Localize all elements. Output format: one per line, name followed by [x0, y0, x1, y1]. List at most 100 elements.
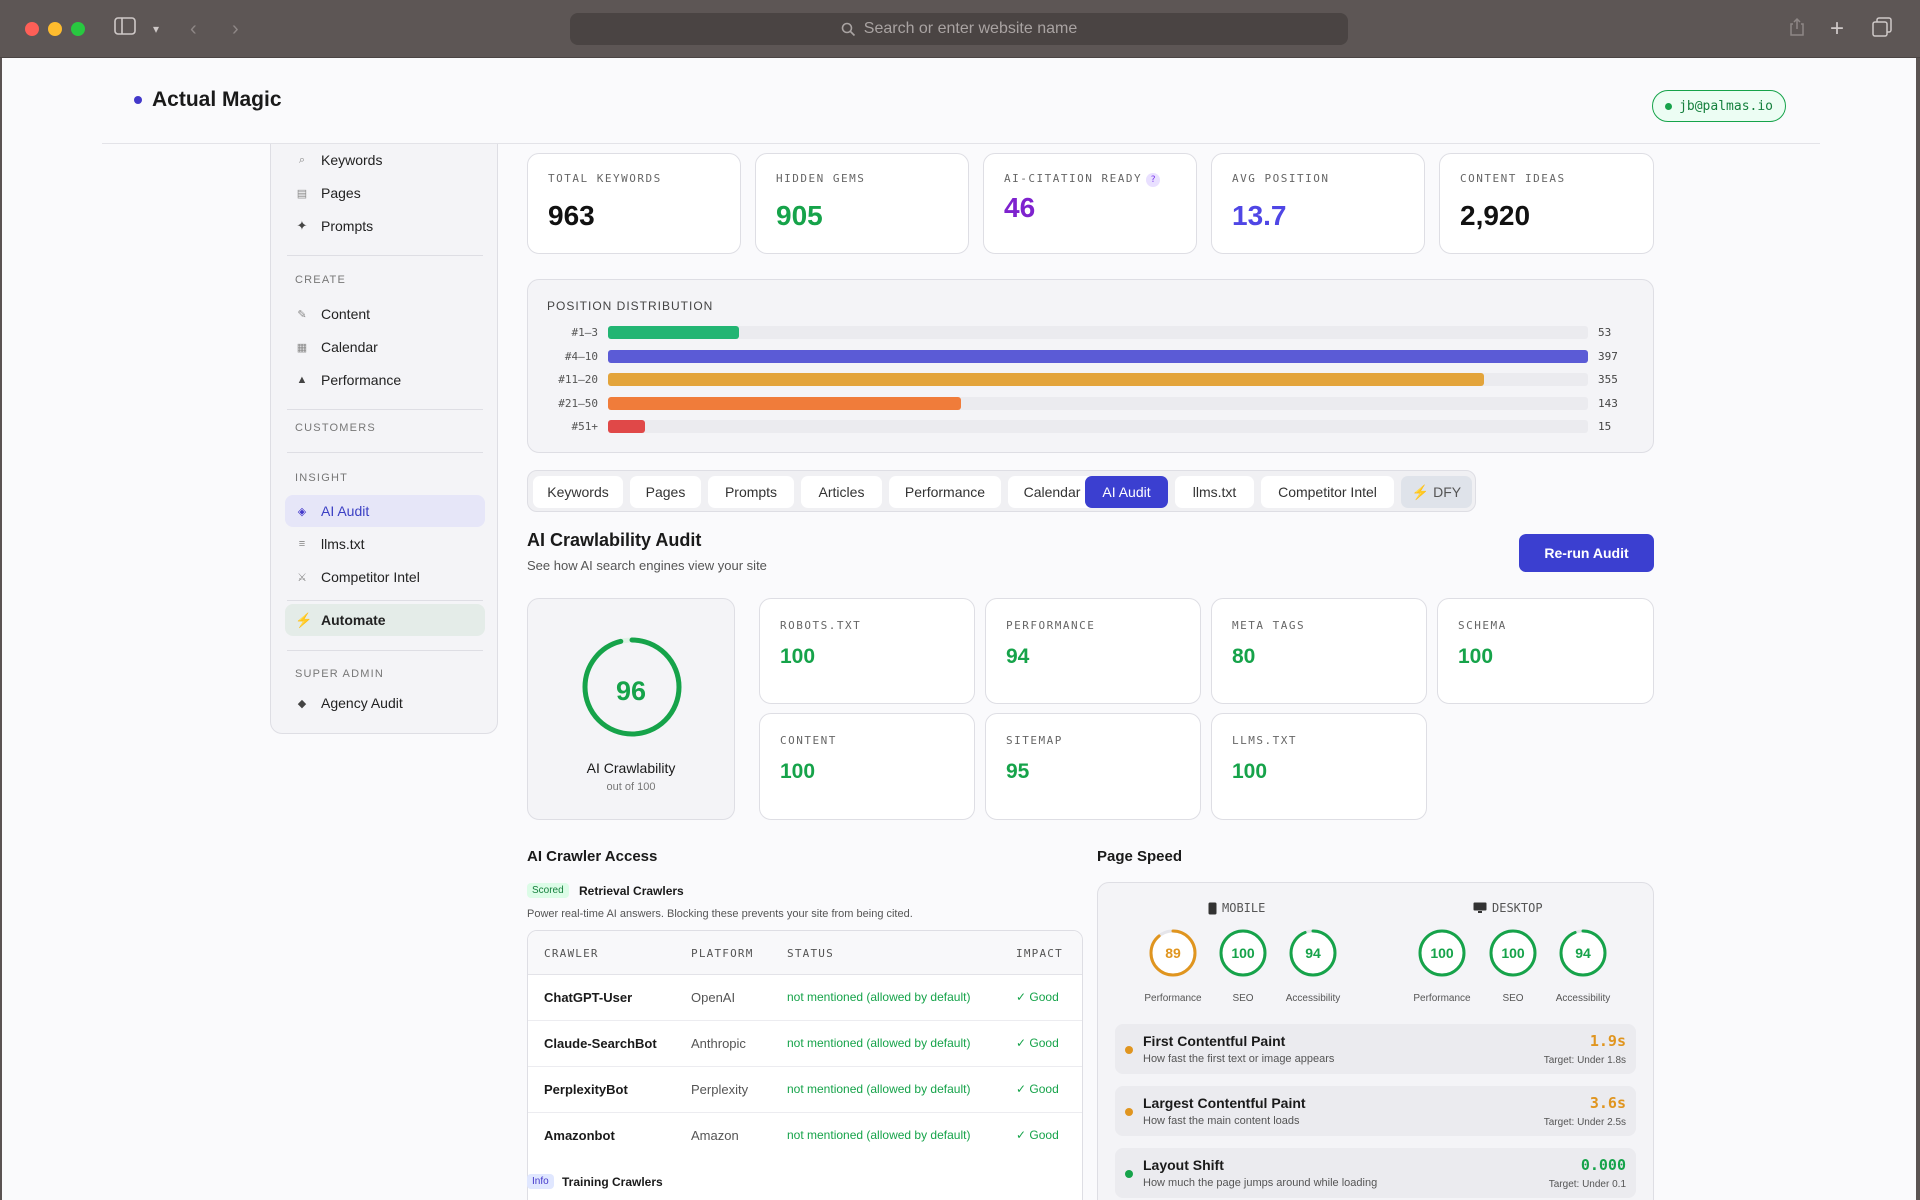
tab-pages[interactable]: Pages [630, 476, 701, 508]
tab-dfy[interactable]: ⚡ DFY [1401, 476, 1472, 508]
sidebar-item-prompts[interactable]: ✦ Prompts [285, 210, 485, 242]
distribution-count: 355 [1598, 373, 1618, 386]
new-tab-icon[interactable]: + [1830, 15, 1845, 42]
gauge-label: Accessibility [1285, 993, 1341, 1004]
sidebar-item-ai-audit[interactable]: ◈ AI Audit [285, 495, 485, 527]
divider [287, 650, 483, 651]
position-distribution-panel: POSITION DISTRIBUTION #1–3 53 #4–10 397 #11–… [527, 279, 1654, 453]
user-account-badge[interactable]: jb@palmas.io [1652, 90, 1786, 122]
stat-value: 13.7 [1232, 200, 1287, 231]
gauge-value: 89 [1165, 945, 1181, 961]
gauge-ring [1149, 929, 1197, 977]
sidebar-item-calendar[interactable]: ▦ Calendar [285, 331, 485, 363]
search-icon [841, 22, 855, 36]
sidebar-item-content[interactable]: ✎ Content [285, 298, 485, 330]
help-icon[interactable]: ? [1146, 173, 1161, 187]
distribution-label: #11–20 [558, 373, 598, 386]
sidebar-item-llms-txt[interactable]: ≡ llms.txt [285, 528, 485, 560]
scored-badge: Scored [527, 883, 569, 898]
metric-target: Target: Under 1.8s [1543, 1055, 1626, 1066]
stat-value: 905 [776, 200, 823, 231]
distribution-track [608, 420, 1588, 433]
sidebar-toggle-icon[interactable] [114, 17, 136, 41]
gauge-label: Performance [1413, 993, 1471, 1004]
mobile-label: MOBILE [1222, 901, 1266, 915]
distribution-row: #21–50 143 [528, 395, 1653, 413]
sidebar-heading-customers: CUSTOMERS [295, 422, 376, 434]
sidebar-item-agency-audit[interactable]: ◆ Agency Audit [285, 687, 485, 719]
sidebar-item-competitor-intel[interactable]: ⚔ Competitor Intel [285, 561, 485, 593]
metric-target: Target: Under 2.5s [1543, 1117, 1626, 1128]
minimize-window-button[interactable] [48, 22, 62, 36]
check-card-performance: PERFORMANCE 94 [985, 598, 1201, 704]
position-distribution-title: POSITION DISTRIBUTION [547, 299, 714, 313]
metric-value: 0.000 [1580, 1156, 1626, 1174]
stat-value: 963 [548, 200, 595, 231]
sidebar-item-automate[interactable]: ⚡ Automate [285, 604, 485, 636]
app-page: Actual Magic jb@palmas.io ⌕ Keywords ▤ Pag… [2, 58, 1916, 1200]
distribution-bar [608, 396, 961, 410]
share-icon[interactable] [1788, 17, 1806, 43]
tab-keywords[interactable]: Keywords [533, 476, 623, 508]
maximize-window-button[interactable] [71, 22, 85, 36]
forward-icon[interactable]: › [232, 18, 239, 40]
gauge-label: SEO [1502, 993, 1524, 1004]
brand-name: Actual Magic [152, 88, 282, 111]
check-value: 100 [780, 645, 816, 668]
address-bar[interactable]: Search or enter website name [570, 13, 1348, 45]
table-row: ChatGPT-User OpenAI not mentioned (allow… [528, 975, 1082, 1021]
browser-chrome: ▾ ‹ › Search or enter website name + [0, 0, 1920, 58]
tab-prompts[interactable]: Prompts [708, 476, 794, 508]
distribution-track [608, 349, 1588, 363]
sidebar-item-pages[interactable]: ▤ Pages [285, 177, 485, 209]
close-window-button[interactable] [25, 22, 39, 36]
sidebar-item-label: Prompts [321, 218, 374, 234]
distribution-row: #4–10 397 [528, 348, 1653, 366]
crawler-status: not mentioned (allowed by default) [787, 990, 971, 1004]
tab-performance[interactable]: Performance [889, 476, 1001, 508]
tab-overview-icon[interactable] [1872, 17, 1892, 43]
stat-value: 46 [1004, 192, 1036, 223]
check-card-sitemap: SITEMAP 95 [985, 713, 1201, 820]
score-value: 96 [615, 676, 647, 706]
check-label: ROBOTS.TXT [780, 619, 862, 632]
check-card-schema: SCHEMA 100 [1437, 598, 1654, 704]
divider [287, 452, 483, 453]
column-header-status: STATUS [787, 947, 834, 960]
retrieval-crawlers-description: Power real-time AI answers. Blocking the… [527, 908, 913, 920]
tab-calendar[interactable]: Calendar [1008, 476, 1096, 508]
tab-bar: Keywords Pages Prompts Articles Performa… [527, 470, 1476, 512]
distribution-row: #11–20 355 [528, 371, 1653, 389]
stat-label: HIDDEN GEMS [776, 172, 866, 185]
tab-ai-audit[interactable]: AI Audit [1085, 476, 1168, 508]
distribution-bar [608, 349, 1588, 363]
distribution-row: #1–3 53 [528, 324, 1653, 342]
brand-logo[interactable]: Actual Magic [134, 88, 282, 112]
sidebar-item-performance[interactable]: ▲ Performance [285, 364, 485, 396]
stat-label: CONTENT IDEAS [1460, 172, 1566, 185]
tab-competitor-intel[interactable]: Competitor Intel [1261, 476, 1394, 508]
score-ring [582, 637, 682, 737]
info-badge: Info [527, 1174, 554, 1189]
chevron-down-icon[interactable]: ▾ [153, 22, 160, 36]
gauge-value: 100 [1231, 945, 1255, 961]
metric-target: Target: Under 0.1 [1548, 1179, 1626, 1190]
tab-llms-txt[interactable]: llms.txt [1175, 476, 1254, 508]
brand-dot-icon [134, 96, 142, 104]
sidebar-item-label: Competitor Intel [321, 569, 420, 585]
phone-icon [1208, 902, 1217, 914]
sidebar-item-keywords[interactable]: ⌕ Keywords [285, 144, 485, 176]
metric-status-dot [1125, 1046, 1133, 1054]
sidebar-item-label: Calendar [321, 339, 378, 355]
back-icon[interactable]: ‹ [190, 18, 197, 40]
rerun-audit-button[interactable]: Re-run Audit [1519, 534, 1654, 572]
tab-articles[interactable]: Articles [801, 476, 882, 508]
distribution-track [608, 373, 1588, 386]
check-label: SITEMAP [1006, 734, 1063, 747]
check-card-robots-txt: ROBOTS.TXT 100 [759, 598, 975, 704]
divider [287, 255, 483, 256]
gauge-value: 100 [1501, 945, 1525, 961]
cross-swords-icon: ⚔ [297, 571, 307, 584]
crawler-access-title: AI Crawler Access [527, 848, 658, 865]
gauge-label: Accessibility [1555, 993, 1611, 1004]
